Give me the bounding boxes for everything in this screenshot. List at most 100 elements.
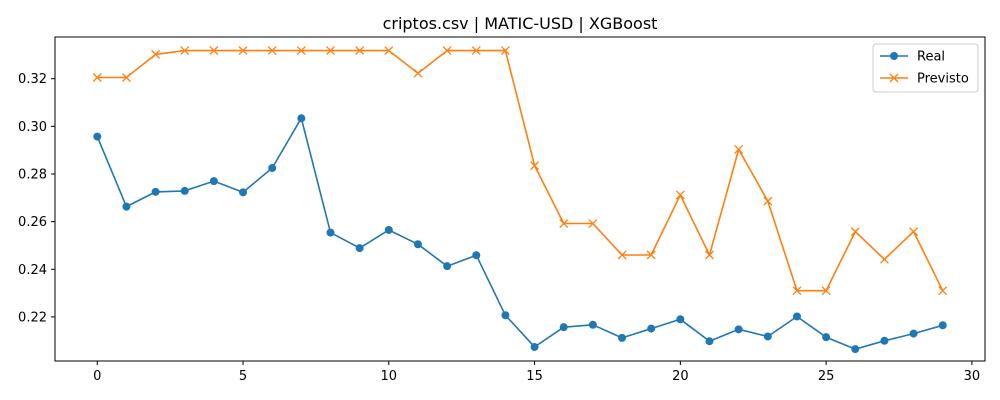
- point-real: [676, 315, 685, 324]
- point-real: [297, 114, 306, 123]
- point-previsto: [938, 286, 948, 296]
- point-real: [384, 225, 393, 234]
- point-previsto-stroke: [209, 46, 219, 56]
- point-real: [180, 186, 189, 195]
- point-previsto-stroke: [792, 286, 802, 296]
- axes: 0 5 10 15 20 25 30 0.22 0.24 0.26 0.28 0.30 0.32: [18, 36, 986, 384]
- point-previsto-stroke: [471, 46, 481, 56]
- point-previsto: [617, 250, 627, 260]
- point-real: [792, 312, 801, 321]
- point-real: [588, 320, 597, 329]
- point-previsto: [296, 46, 306, 56]
- point-previsto: [821, 286, 831, 296]
- point-previsto: [909, 227, 919, 237]
- x-tick-label: 15: [526, 369, 543, 384]
- point-previsto: [559, 219, 569, 228]
- point-previsto-stroke: [938, 286, 948, 296]
- point-previsto-stroke: [151, 49, 161, 59]
- plot-marks: [92, 46, 948, 354]
- x-tick-label: 25: [818, 369, 835, 384]
- point-previsto: [121, 73, 131, 82]
- point-previsto: [530, 161, 540, 171]
- point-real: [909, 329, 918, 338]
- point-previsto: [180, 46, 190, 56]
- point-previsto: [384, 46, 394, 56]
- point-previsto-stroke: [296, 46, 306, 56]
- legend: Real Previsto: [872, 43, 979, 93]
- point-previsto-stroke: [267, 46, 277, 56]
- point-previsto: [471, 46, 481, 56]
- point-real: [530, 342, 539, 351]
- point-previsto-stroke: [646, 250, 656, 260]
- point-real: [618, 333, 627, 342]
- point-previsto: [705, 250, 714, 260]
- point-real: [705, 337, 714, 346]
- point-previsto-stroke: [559, 219, 569, 228]
- point-real: [501, 311, 510, 320]
- point-previsto-stroke: [763, 196, 773, 206]
- legend-marker-real: [890, 52, 898, 60]
- point-previsto: [763, 196, 773, 206]
- point-real: [938, 321, 947, 330]
- point-real: [822, 333, 831, 342]
- y-tick-label: 0.28: [18, 167, 47, 182]
- point-real: [647, 324, 656, 333]
- point-previsto: [850, 227, 860, 237]
- point-real: [122, 202, 131, 211]
- point-previsto: [267, 46, 277, 56]
- point-real: [734, 325, 743, 334]
- point-previsto-stroke: [442, 46, 452, 56]
- x-tick-label: 5: [239, 369, 247, 384]
- y-tick-label: 0.24: [18, 263, 47, 278]
- point-real: [355, 244, 364, 253]
- series-line-real: [96, 117, 943, 350]
- x-tick-label: 10: [381, 369, 398, 384]
- point-real: [851, 345, 860, 354]
- point-real: [209, 177, 218, 186]
- point-previsto: [92, 73, 102, 82]
- point-real: [326, 228, 335, 237]
- x-tick-label: 0: [93, 369, 101, 384]
- point-previsto-stroke: [180, 46, 190, 56]
- legend-entry-previsto: Previsto: [880, 72, 969, 87]
- point-real: [559, 323, 568, 332]
- point-previsto-stroke: [821, 286, 831, 296]
- x-tick-label: 30: [964, 369, 981, 384]
- point-previsto: [879, 254, 889, 264]
- point-previsto: [646, 250, 656, 260]
- legend-entry-real: Real: [880, 50, 945, 65]
- point-previsto: [675, 190, 685, 200]
- point-previsto-stroke: [909, 227, 919, 237]
- y-tick-label: 0.32: [18, 72, 47, 87]
- point-previsto-stroke: [617, 250, 627, 260]
- plot-frame: [54, 36, 986, 362]
- point-previsto-stroke: [530, 161, 540, 171]
- legend-label-real: Real: [917, 50, 945, 65]
- point-previsto: [500, 46, 510, 56]
- legend-marker-previsto: [889, 73, 899, 83]
- point-previsto-stroke: [500, 46, 510, 56]
- point-real: [151, 187, 160, 196]
- series-line-previsto: [97, 49, 944, 292]
- point-previsto: [326, 46, 335, 56]
- point-real: [763, 332, 772, 341]
- point-previsto: [588, 219, 598, 228]
- y-tick-label: 0.26: [18, 215, 47, 230]
- y-tick-label: 0.22: [18, 310, 47, 325]
- point-real: [443, 262, 452, 271]
- point-previsto-stroke: [675, 190, 685, 200]
- point-real: [268, 164, 277, 173]
- point-previsto-stroke: [92, 73, 102, 82]
- point-real: [93, 132, 102, 141]
- point-previsto: [792, 286, 802, 296]
- point-previsto-stroke: [705, 250, 714, 260]
- point-previsto: [442, 46, 452, 56]
- point-previsto-stroke: [879, 254, 889, 264]
- point-previsto-stroke: [850, 227, 860, 237]
- point-previsto: [413, 68, 423, 78]
- point-previsto-stroke: [238, 46, 248, 56]
- point-previsto: [734, 144, 744, 154]
- point-previsto-stroke: [734, 144, 744, 154]
- x-tick-label: 20: [672, 369, 689, 384]
